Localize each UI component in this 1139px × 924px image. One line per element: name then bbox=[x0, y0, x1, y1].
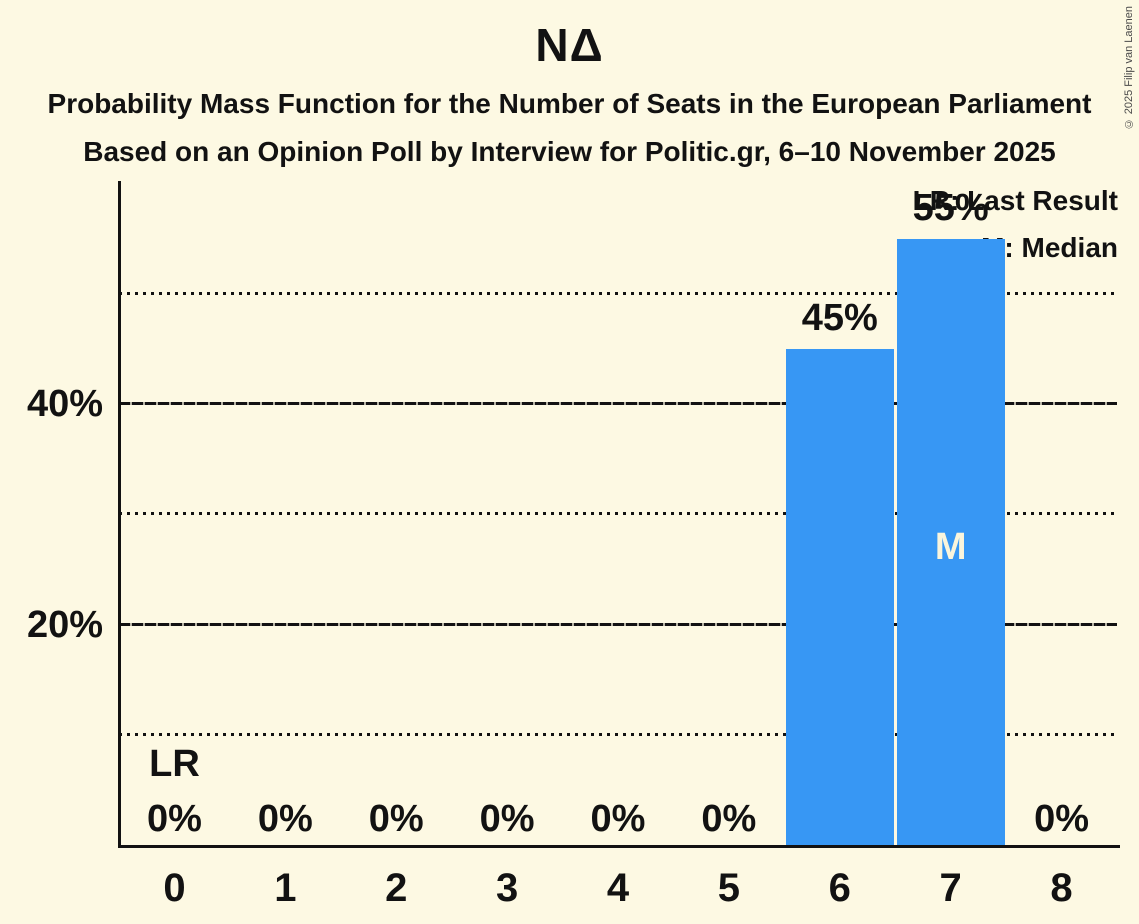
gridline-dotted-10 bbox=[119, 732, 1117, 736]
median-marker: M bbox=[934, 526, 967, 568]
value-label-seats-6: 45% bbox=[801, 297, 878, 340]
x-tick-label-4: 4 bbox=[606, 866, 630, 910]
chart-title: NΔ bbox=[535, 19, 604, 71]
x-tick-label-5: 5 bbox=[717, 866, 740, 910]
x-tick-label-6: 6 bbox=[828, 866, 851, 910]
y-axis-line bbox=[118, 181, 121, 848]
x-tick-label-7: 7 bbox=[939, 866, 962, 910]
value-label-seats-7: 55% bbox=[912, 186, 989, 229]
value-label-seats-5: 0% bbox=[701, 798, 757, 840]
value-label-seats-8: 0% bbox=[1034, 798, 1090, 840]
y-tick-label-20%: 20% bbox=[26, 603, 103, 646]
gridline-dotted-30 bbox=[119, 512, 1117, 516]
value-label-seats-2: 0% bbox=[368, 798, 424, 840]
x-axis-line bbox=[118, 845, 1120, 848]
value-label-seats-1: 0% bbox=[257, 798, 313, 840]
chart-subtitle-source: Based on an Opinion Poll by Interview fo… bbox=[83, 136, 1056, 167]
chart-subtitle: Probability Mass Function for the Number… bbox=[47, 88, 1092, 119]
x-tick-label-8: 8 bbox=[1050, 866, 1073, 910]
x-tick-label-1: 1 bbox=[274, 866, 297, 910]
bar-seats-6 bbox=[785, 349, 894, 845]
x-tick-label-2: 2 bbox=[385, 866, 408, 910]
x-tick-label-3: 3 bbox=[495, 866, 519, 910]
copyright-text: © 2025 Filip van Laenen bbox=[1123, 6, 1135, 130]
x-tick-label-0: 0 bbox=[163, 866, 186, 910]
gridline-solid-40 bbox=[119, 402, 1117, 406]
value-label-seats-3: 0% bbox=[479, 798, 535, 840]
copyright-notice: © 2025 Filip van Laenen bbox=[1123, 6, 1137, 129]
value-label-seats-0: 0% bbox=[146, 798, 202, 840]
gridline-dotted-50 bbox=[119, 292, 1117, 295]
y-tick-label-40%: 40% bbox=[26, 383, 103, 426]
value-label-seats-4: 0% bbox=[590, 798, 646, 840]
gridline-solid-20 bbox=[119, 622, 1117, 626]
legend-last-result: LR: Last Result bbox=[912, 185, 1118, 216]
bar-seats-7 bbox=[896, 238, 1005, 845]
last-result-marker: LR bbox=[149, 743, 200, 785]
